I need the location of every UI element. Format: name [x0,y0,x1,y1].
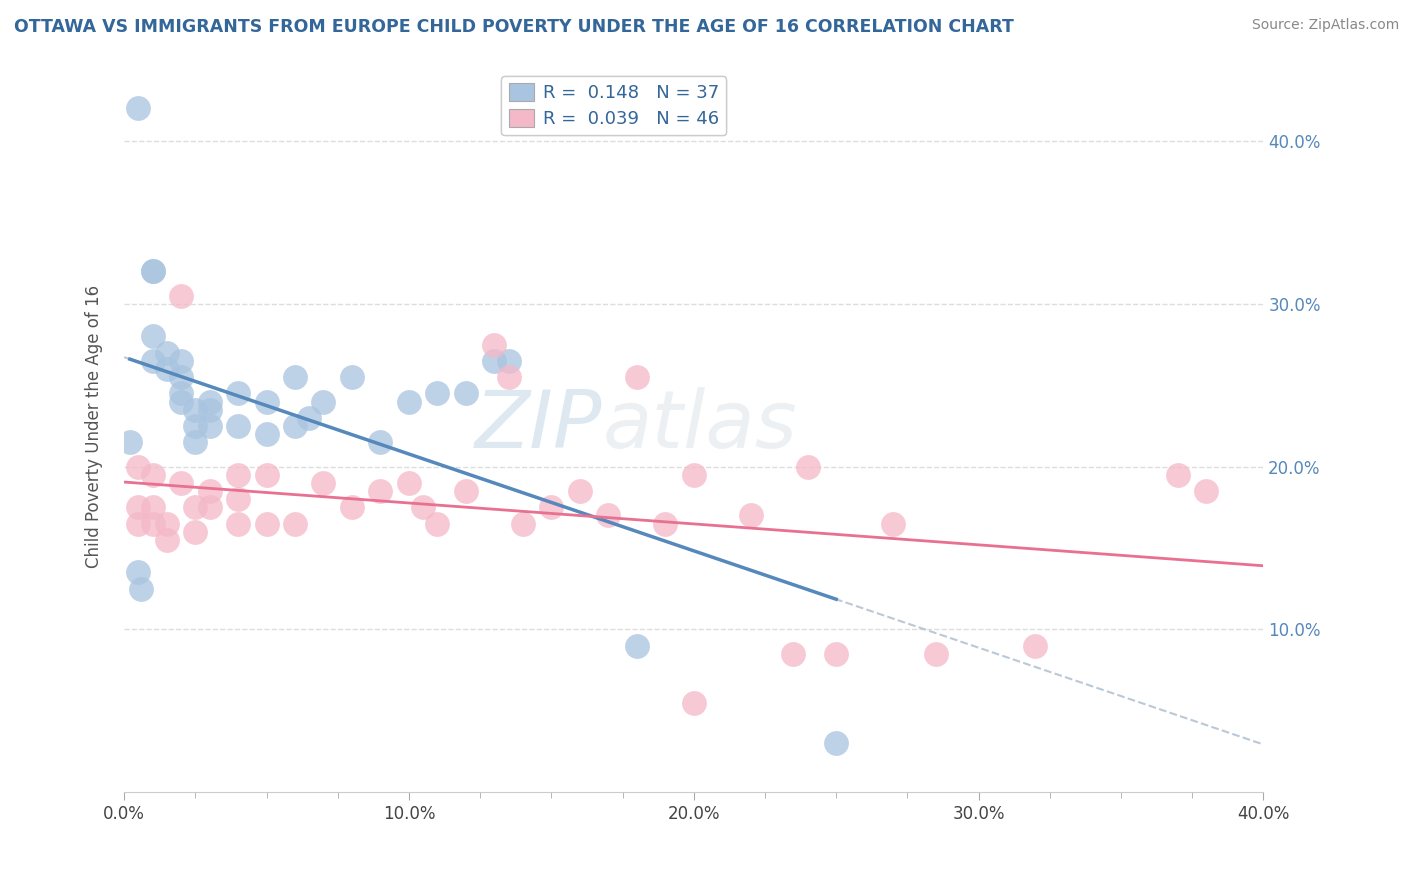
Point [256,427,278,442]
Point [825,647,848,661]
Y-axis label: Child Poverty Under the Age of 16: Child Poverty Under the Age of 16 [86,285,103,567]
Point [142,500,165,515]
Point [568,484,591,499]
Point [184,524,207,539]
Point [312,475,335,490]
Point [1024,639,1046,653]
Point [142,329,165,343]
Point [184,419,207,434]
Point [127,459,149,474]
Point [198,500,221,515]
Point [156,345,179,359]
Point [170,354,193,368]
Point [226,492,249,507]
Point [127,516,149,531]
Point [682,696,704,710]
Point [256,394,278,409]
Point [198,484,221,499]
Text: atlas: atlas [603,387,797,465]
Point [226,386,249,401]
Point [682,467,704,482]
Point [184,500,207,515]
Point [598,508,620,523]
Point [454,484,477,499]
Point [626,370,648,384]
Point [412,500,434,515]
Point [540,500,562,515]
Point [512,516,534,531]
Point [118,435,141,450]
Point [142,516,165,531]
Point [882,516,904,531]
Point [1167,467,1189,482]
Point [156,362,179,376]
Point [226,516,249,531]
Point [340,500,363,515]
Text: ZIP: ZIP [475,387,603,465]
Point [156,533,179,547]
Legend: R =  0.148   N = 37, R =  0.039   N = 46: R = 0.148 N = 37, R = 0.039 N = 46 [502,76,727,136]
Point [284,419,307,434]
Point [284,370,307,384]
Point [484,354,506,368]
Point [454,386,477,401]
Point [925,647,948,661]
Point [312,394,335,409]
Point [170,394,193,409]
Point [284,516,307,531]
Point [156,516,179,531]
Point [426,386,449,401]
Point [398,475,420,490]
Point [825,736,848,750]
Point [170,370,193,384]
Point [127,102,149,116]
Point [142,264,165,278]
Point [226,467,249,482]
Point [796,459,818,474]
Point [184,402,207,417]
Point [198,402,221,417]
Point [782,647,804,661]
Point [170,386,193,401]
Point [498,370,520,384]
Point [256,467,278,482]
Point [127,500,149,515]
Point [340,370,363,384]
Point [129,582,152,596]
Point [226,419,249,434]
Point [398,394,420,409]
Point [198,419,221,434]
Point [740,508,762,523]
Point [184,435,207,450]
Text: Source: ZipAtlas.com: Source: ZipAtlas.com [1251,18,1399,32]
Point [127,566,149,580]
Point [256,516,278,531]
Point [142,354,165,368]
Point [426,516,449,531]
Point [1195,484,1218,499]
Point [370,435,392,450]
Point [142,467,165,482]
Point [370,484,392,499]
Point [498,354,520,368]
Text: OTTAWA VS IMMIGRANTS FROM EUROPE CHILD POVERTY UNDER THE AGE OF 16 CORRELATION C: OTTAWA VS IMMIGRANTS FROM EUROPE CHILD P… [14,18,1014,36]
Point [170,288,193,302]
Point [198,394,221,409]
Point [170,475,193,490]
Point [484,337,506,351]
Point [298,410,321,425]
Point [142,264,165,278]
Point [626,639,648,653]
Point [654,516,676,531]
